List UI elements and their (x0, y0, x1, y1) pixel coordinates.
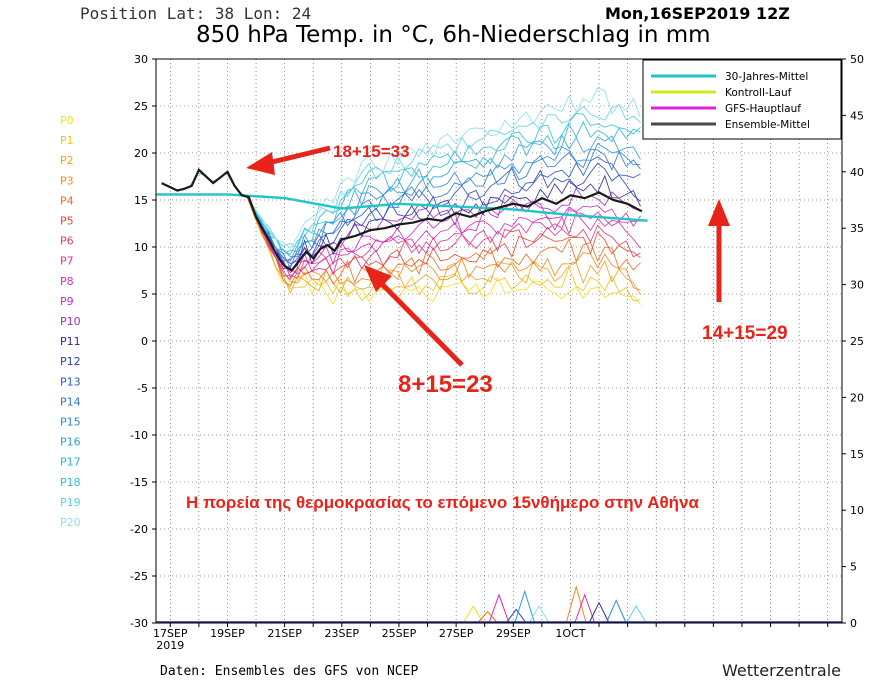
member-line (161, 172, 641, 271)
x-tick-sublabel: 2019 (156, 639, 184, 652)
precip-spike (488, 593, 510, 624)
left-tick-label: 10 (134, 241, 148, 254)
precip-spike (625, 605, 647, 624)
x-tick-label: 21SEP (267, 627, 302, 640)
member-label: P20 (60, 516, 81, 529)
left-axis-ticks: 30 25 20 15 10 5 0 -5 -10 -15 -20 -25 -30 (130, 53, 156, 630)
precip-spike (462, 605, 484, 624)
member-label: P18 (60, 476, 81, 489)
precip-spike (528, 605, 550, 624)
member-labels: P0 P1 P2 P3 P4 P5 P6 P7 P8 P9 P10 P11 P12 P13 P14 P15 P1… (60, 114, 81, 529)
member-label: P2 (60, 154, 74, 167)
legend-label: 30-Jahres-Mittel (725, 71, 808, 83)
right-tick-label: 5 (850, 561, 857, 574)
brand-label: Wetterzentrale (722, 661, 842, 680)
right-tick-label: 40 (850, 166, 864, 179)
x-tick-label: 1OCT (555, 627, 585, 640)
precip-spike (565, 585, 587, 624)
right-tick-label: 30 (850, 279, 864, 292)
legend-label: Ensemble-Mittel (725, 119, 810, 131)
member-line (161, 172, 641, 302)
right-tick-label: 15 (850, 448, 864, 461)
precip-spike (505, 608, 527, 624)
legend: 30-Jahres-Mittel Kontroll-Lauf GFS-Hauptla… (642, 59, 842, 140)
right-tick-label: 45 (850, 109, 864, 122)
precipitation-bars (156, 585, 842, 624)
member-label: P7 (60, 255, 74, 268)
precip-spike (477, 610, 498, 624)
annotation-end-arrowhead (708, 199, 730, 226)
left-tick-label: 0 (141, 335, 148, 348)
x-tick-label: 23SEP (325, 627, 360, 640)
annotation-max-arrowhead (246, 152, 275, 175)
legend-box (642, 59, 842, 140)
annotation-end: 14+15=29 (702, 323, 788, 344)
x-tick-label: 25SEP (382, 627, 417, 640)
left-tick-label: 15 (134, 194, 148, 207)
member-label: P19 (60, 496, 81, 509)
member-label: P0 (60, 114, 74, 127)
member-label: P17 (60, 456, 81, 469)
run-date-label: Mon,16SEP2019 12Z (605, 4, 790, 23)
precip-spike (574, 593, 596, 624)
left-tick-label: -20 (130, 523, 148, 536)
legend-label: GFS-Hauptlauf (725, 103, 801, 115)
right-tick-label: 50 (850, 53, 864, 66)
position-label: Position Lat: 38 Lon: 24 (80, 4, 312, 23)
left-tick-label: 20 (134, 147, 148, 160)
member-line (161, 172, 641, 291)
left-tick-label: 30 (134, 53, 148, 66)
greek-caption: Η πορεία της θερμοκρασίας το επόμενο 15ν… (186, 493, 700, 512)
member-line (161, 172, 641, 280)
annotation-min: 8+15=23 (398, 371, 493, 398)
x-tick-label: 29SEP (496, 627, 531, 640)
member-label: P3 (60, 174, 74, 187)
left-tick-label: -5 (137, 382, 148, 395)
annotation-max-arrow (267, 145, 331, 166)
left-tick-label: -15 (130, 476, 148, 489)
precip-spike (588, 601, 610, 624)
member-label: P13 (60, 375, 81, 388)
left-tick-label: -25 (130, 570, 148, 583)
member-label: P4 (60, 194, 74, 207)
member-label: P6 (60, 235, 74, 248)
annotation-min-arrow (378, 280, 464, 367)
right-tick-label: 20 (850, 391, 864, 404)
chart-title: 850 hPa Temp. in °C, 6h-Niederschlag in … (196, 22, 711, 48)
left-tick-label: -10 (130, 429, 148, 442)
member-label: P16 (60, 436, 81, 449)
left-tick-label: 5 (141, 288, 148, 301)
precip-spike (605, 599, 627, 624)
ensemble-mean-line (161, 168, 643, 272)
right-tick-label: 0 (850, 617, 857, 630)
precip-spike (514, 589, 536, 624)
annotations: 18+15=33 8+15=23 14+15=29 Η πορεία της θ… (186, 142, 788, 512)
data-source-label: Daten: Ensembles des GFS von NCEP (160, 664, 419, 679)
member-line (161, 172, 641, 271)
left-tick-label: 25 (134, 100, 148, 113)
right-tick-label: 25 (850, 335, 864, 348)
legend-label: Kontroll-Lauf (725, 87, 792, 99)
right-tick-label: 10 (850, 504, 864, 517)
x-tick-label: 17SEP (153, 627, 188, 640)
annotation-min-arrowhead (364, 265, 392, 292)
member-label: P5 (60, 215, 74, 228)
member-label: P9 (60, 295, 74, 308)
member-label: P12 (60, 355, 81, 368)
annotation-max: 18+15=33 (333, 142, 410, 161)
left-tick-label: -30 (130, 617, 148, 630)
member-label: P8 (60, 275, 74, 288)
main-series (156, 168, 648, 272)
member-label: P1 (60, 134, 74, 147)
x-tick-label: 27SEP (439, 627, 474, 640)
x-tick-label: 19SEP (210, 627, 245, 640)
member-label: P11 (60, 335, 81, 348)
member-label: P15 (60, 416, 81, 429)
member-label: P14 (60, 395, 81, 408)
member-label: P10 (60, 315, 81, 328)
right-tick-label: 35 (850, 222, 864, 235)
